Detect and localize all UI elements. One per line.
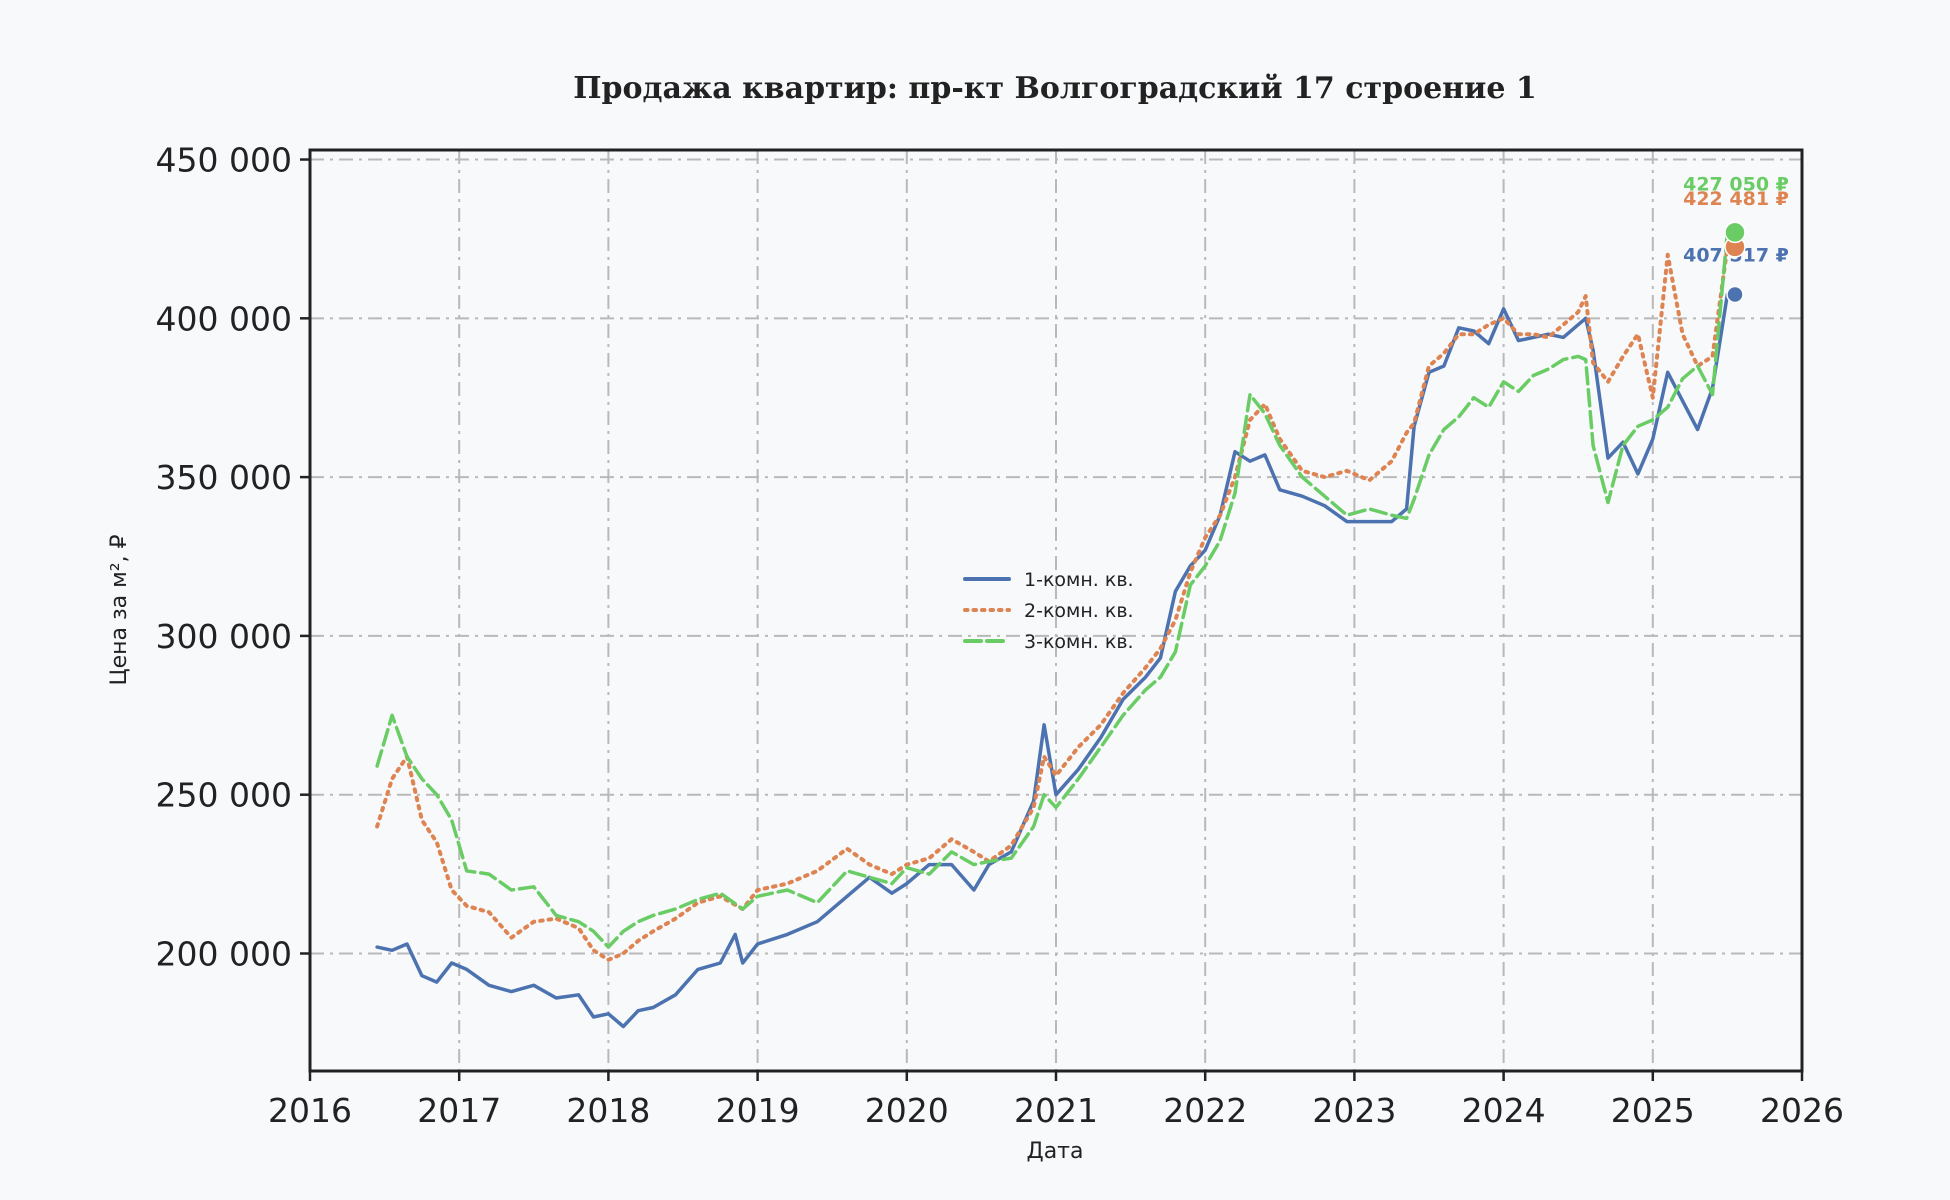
chart-title: Продажа квартир: пр-кт Волгоградский 17 … <box>573 71 1537 106</box>
x-tick-label: 2019 <box>716 1091 800 1130</box>
y-tick-label: 200 000 <box>156 934 292 973</box>
x-tick-label: 2016 <box>268 1091 352 1130</box>
x-tick-label: 2022 <box>1163 1091 1247 1130</box>
x-tick-label: 2023 <box>1312 1091 1396 1130</box>
legend-label-2: 2-комн. кв. <box>1024 600 1134 622</box>
x-tick-label: 2025 <box>1611 1091 1695 1130</box>
x-tick-label: 2017 <box>417 1091 501 1130</box>
end-markers: 407 517 ₽422 481 ₽427 050 ₽ <box>1683 173 1789 304</box>
legend: 1-комн. кв. 2-комн. кв. 3-комн. кв. <box>963 569 1134 653</box>
x-tick-label: 2021 <box>1014 1091 1098 1130</box>
y-tick-label: 450 000 <box>156 141 292 180</box>
y-axis-ticks: 200 000 250 000 300 000 350 000 400 000 450 0… <box>156 141 310 973</box>
y-tick-label: 400 000 <box>156 299 292 338</box>
end-value-label-3: 427 050 ₽ <box>1683 173 1789 195</box>
series-line-1 <box>375 292 1730 1029</box>
end-value-label-2: 422 481 ₽ <box>1683 188 1789 210</box>
x-tick-label: 2024 <box>1462 1091 1546 1130</box>
series-line-2 <box>375 244 1730 962</box>
legend-label-1: 1-комн. кв. <box>1024 569 1134 591</box>
y-tick-label: 300 000 <box>156 617 292 656</box>
series-layer <box>375 230 1730 1029</box>
x-axis-ticks: 2016 2017 2018 2019 2020 2021 2022 2023 2024 2025… <box>268 1071 1844 1130</box>
end-marker-3 <box>1724 221 1746 244</box>
x-axis-label: Дата <box>1027 1139 1084 1164</box>
x-tick-label: 2020 <box>865 1091 949 1130</box>
legend-label-3: 3-комн. кв. <box>1024 631 1134 653</box>
y-axis-label: Цена за м², ₽ <box>107 534 132 685</box>
series-line-3 <box>375 230 1730 949</box>
end-marker-1 <box>1726 285 1744 304</box>
x-tick-label: 2018 <box>566 1091 650 1130</box>
x-tick-label: 2026 <box>1760 1091 1844 1130</box>
y-tick-label: 350 000 <box>156 458 292 497</box>
y-tick-label: 250 000 <box>156 776 292 815</box>
